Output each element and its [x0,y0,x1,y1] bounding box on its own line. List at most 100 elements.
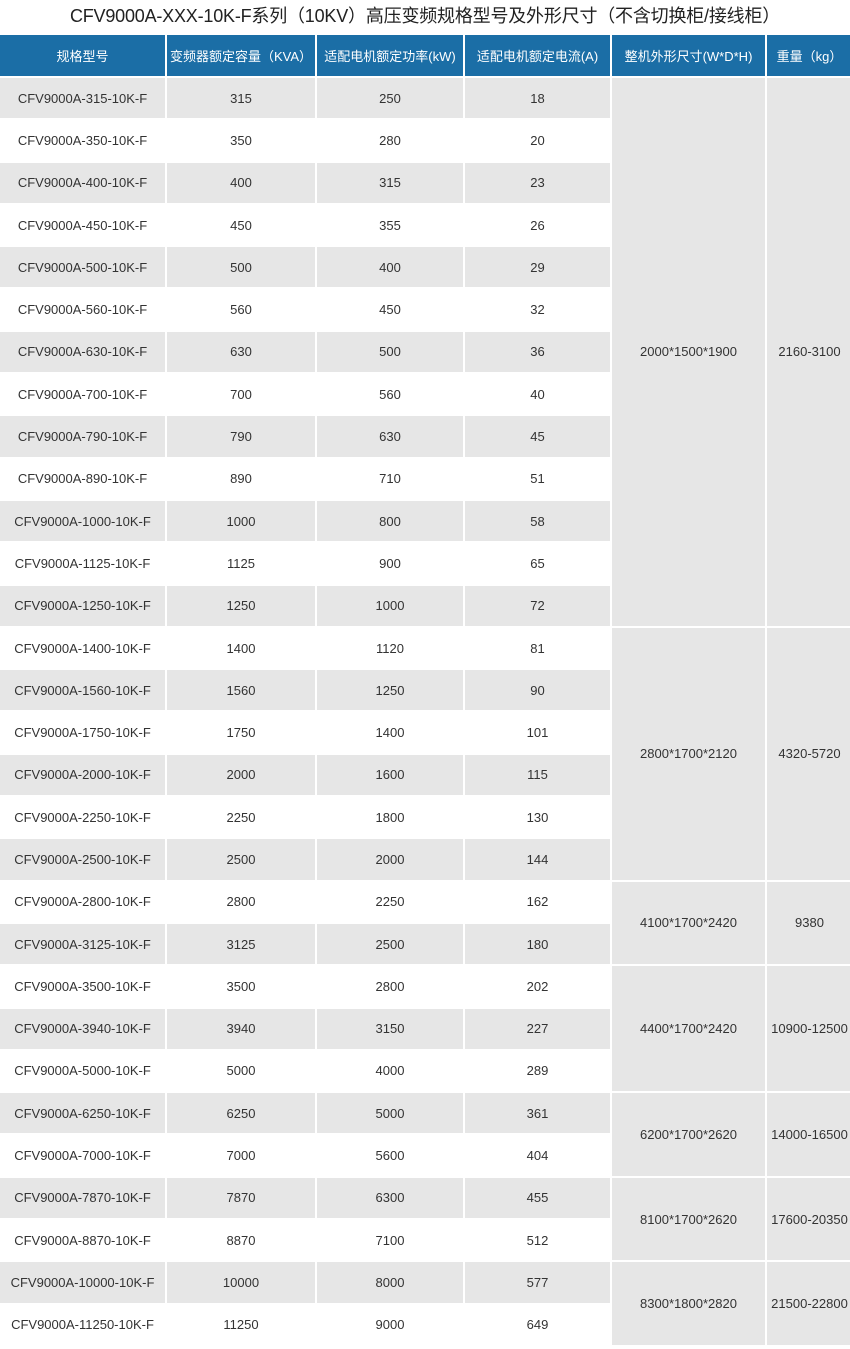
table-row: CFV9000A-6250-10K-F 6250 5000 361 6200*1700*… [0,1093,850,1176]
cell-power: 6300 [317,1177,463,1219]
table-row: CFV9000A-400-10K-F 400 315 23 [0,162,850,203]
table-row: CFV9000A-5000-10K-F 5000 4000 289 [0,1050,850,1092]
cell-current: 649 [465,1304,610,1345]
cell-capacity: 2000 [167,754,315,796]
cell-capacity: 1560 [167,670,315,711]
cell-weight: 21500-22800 [767,1262,850,1345]
cell-model: CFV9000A-3125-10K-F [0,923,165,965]
cell-dimensions: 6200*1700*2620 [612,1093,765,1176]
header-model: 规格型号 [0,35,165,76]
cell-model: CFV9000A-790-10K-F [0,416,165,457]
cell-current: 29 [465,247,610,288]
cell-model: CFV9000A-5000-10K-F [0,1050,165,1092]
cell-dimensions: 4400*1700*2420 [612,966,765,1092]
cell-power: 355 [317,204,463,246]
cell-model: CFV9000A-630-10K-F [0,331,165,373]
table-row: CFV9000A-1125-10K-F 1125 900 65 [0,543,850,584]
cell-model: CFV9000A-1250-10K-F [0,585,165,626]
cell-current: 18 [465,78,610,119]
cell-weight: 17600-20350 [767,1177,850,1261]
cell-power: 560 [317,374,463,415]
cell-power: 1800 [317,797,463,838]
cell-dimensions: 8300*1800*2820 [612,1262,765,1345]
cell-power: 450 [317,289,463,330]
cell-power: 800 [317,500,463,542]
cell-model: CFV9000A-2800-10K-F [0,881,165,922]
header-row: 规格型号 变频器额定容量（KVA） 适配电机额定功率(kW) 适配电机额定电流(… [0,35,850,76]
cell-current: 577 [465,1262,610,1303]
table-row: CFV9000A-1750-10K-F 1750 1400 101 [0,712,850,753]
table-row: CFV9000A-790-10K-F 790 630 45 [0,416,850,457]
cell-model: CFV9000A-10000-10K-F [0,1262,165,1303]
cell-capacity: 350 [167,120,315,161]
header-current: 适配电机额定电流(A) [465,35,610,76]
cell-power: 2800 [317,966,463,1007]
cell-current: 81 [465,627,610,669]
cell-capacity: 560 [167,289,315,330]
cell-capacity: 1000 [167,500,315,542]
cell-capacity: 2250 [167,797,315,838]
table-row: CFV9000A-350-10K-F 350 280 20 [0,120,850,161]
header-capacity: 变频器额定容量（KVA） [167,35,315,76]
cell-capacity: 1400 [167,627,315,669]
cell-capacity: 500 [167,247,315,288]
cell-power: 250 [317,78,463,119]
spec-table: 规格型号 变频器额定容量（KVA） 适配电机额定功率(kW) 适配电机额定电流(… [0,33,850,1347]
cell-power: 280 [317,120,463,161]
cell-capacity: 8870 [167,1220,315,1261]
table-row: CFV9000A-1400-10K-F 1400 1120 81 2800*1700*2… [0,627,850,880]
cell-model: CFV9000A-3940-10K-F [0,1008,165,1049]
cell-power: 1400 [317,712,463,753]
cell-current: 51 [465,458,610,499]
cell-dimensions: 2000*1500*1900 [612,78,765,626]
cell-capacity: 6250 [167,1093,315,1134]
table-row: CFV9000A-450-10K-F 450 355 26 [0,204,850,246]
table-row: CFV9000A-1250-10K-F 1250 1000 72 [0,585,850,626]
cell-power: 710 [317,458,463,499]
cell-power: 1000 [317,585,463,626]
cell-capacity: 7000 [167,1135,315,1176]
cell-power: 315 [317,162,463,203]
table-row: CFV9000A-1560-10K-F 1560 1250 90 [0,670,850,711]
cell-weight: 10900-12500 [767,966,850,1092]
cell-power: 3150 [317,1008,463,1049]
cell-current: 130 [465,797,610,838]
cell-current: 361 [465,1093,610,1134]
cell-model: CFV9000A-890-10K-F [0,458,165,499]
table-row: CFV9000A-7870-10K-F 7870 6300 455 8100*1700*… [0,1177,850,1261]
cell-model: CFV9000A-450-10K-F [0,204,165,246]
cell-capacity: 1125 [167,543,315,584]
cell-current: 36 [465,331,610,373]
cell-capacity: 630 [167,331,315,373]
cell-power: 5000 [317,1093,463,1134]
cell-power: 4000 [317,1050,463,1092]
cell-model: CFV9000A-2250-10K-F [0,797,165,838]
cell-current: 115 [465,754,610,796]
cell-power: 2500 [317,923,463,965]
table-row: CFV9000A-2800-10K-F 2800 2250 162 4100*1700*… [0,881,850,965]
cell-model: CFV9000A-6250-10K-F [0,1093,165,1134]
cell-current: 26 [465,204,610,246]
header-weight: 重量（kg） [767,35,850,76]
table-row: CFV9000A-1000-10K-F 1000 800 58 [0,500,850,542]
table-row: CFV9000A-7000-10K-F 7000 5600 404 [0,1135,850,1176]
table-row: CFV9000A-890-10K-F 890 710 51 [0,458,850,499]
cell-current: 144 [465,839,610,880]
cell-power: 500 [317,331,463,373]
cell-capacity: 11250 [167,1304,315,1345]
table-row: CFV9000A-560-10K-F 560 450 32 [0,289,850,330]
cell-capacity: 10000 [167,1262,315,1303]
table-row: CFV9000A-3940-10K-F 3940 3150 227 [0,1008,850,1049]
cell-model: CFV9000A-315-10K-F [0,78,165,119]
table-row: CFV9000A-2250-10K-F 2250 1800 130 [0,797,850,838]
cell-capacity: 2800 [167,881,315,922]
cell-capacity: 5000 [167,1050,315,1092]
cell-capacity: 1250 [167,585,315,626]
cell-dimensions: 2800*1700*2120 [612,627,765,880]
cell-power: 9000 [317,1304,463,1345]
cell-weight: 9380 [767,881,850,965]
cell-power: 400 [317,247,463,288]
cell-model: CFV9000A-11250-10K-F [0,1304,165,1345]
cell-current: 202 [465,966,610,1007]
cell-model: CFV9000A-2000-10K-F [0,754,165,796]
